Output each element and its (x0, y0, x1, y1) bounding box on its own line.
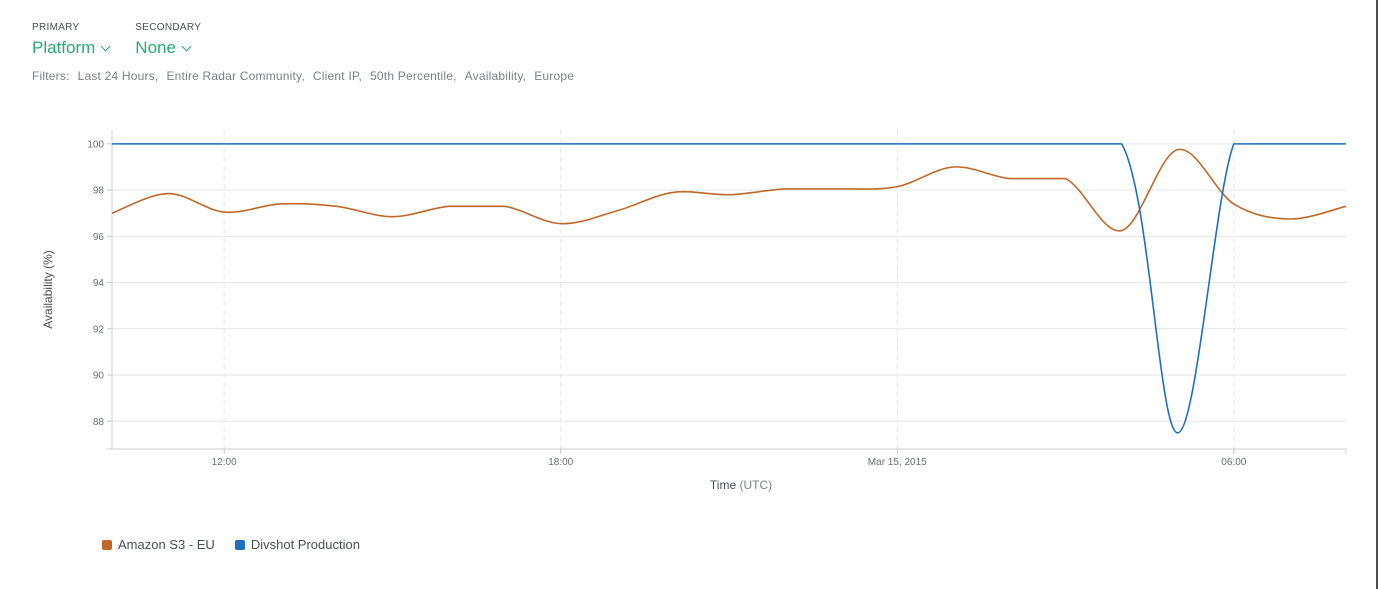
legend-swatch (102, 539, 112, 550)
legend-label: Amazon S3 - EU (118, 537, 215, 552)
filter-item[interactable]: Entire Radar Community (166, 69, 304, 83)
primary-caption: PRIMARY (32, 22, 80, 33)
availability-chart: 88 90 92 94 96 98 100 12:00 18:00 Mar 15, 2015 06:… (41, 130, 1347, 492)
y-tick-label: 88 (93, 417, 105, 428)
legend-swatch (234, 539, 245, 550)
filters-label: Filters: (32, 69, 70, 83)
legend-item-divshot-production[interactable]: Divshot Production (234, 537, 360, 552)
y-tick-label: 98 (93, 186, 105, 197)
secondary-selector: SECONDARY None (135, 22, 201, 58)
chart-legend: Amazon S3 - EU Divshot Production (102, 537, 360, 552)
x-axis-title: Time (UTC) (710, 478, 772, 492)
series-line-divshot-production (112, 143, 1346, 434)
y-tick-label: 94 (93, 278, 105, 289)
series-line-amazon-s3-eu (111, 148, 1347, 232)
window-edge (1376, 0, 1378, 589)
y-tick-label: 100 (87, 139, 104, 150)
filter-item[interactable]: Europe (534, 69, 575, 83)
filter-item[interactable]: 50th Percentile (370, 69, 457, 83)
y-tick-label: 92 (93, 324, 105, 335)
y-tick-label: 90 (93, 371, 105, 382)
x-tick-label: 12:00 (212, 457, 237, 468)
filters-bar: Filters: Last 24 Hours Entire Radar Comm… (32, 69, 574, 83)
y-tick-label: 96 (93, 232, 105, 243)
dimension-selectors: PRIMARY Platform SECONDARY None (32, 22, 201, 58)
primary-value: Platform (32, 38, 96, 57)
primary-selector: PRIMARY Platform (32, 22, 111, 58)
x-tick-label: Mar 15, 2015 (868, 457, 927, 468)
x-tick-label: 06:00 (1221, 457, 1246, 468)
secondary-value: None (135, 38, 176, 57)
y-axis-title: Availability (%) (41, 250, 55, 328)
filter-item[interactable]: Last 24 Hours (78, 69, 159, 83)
primary-dropdown[interactable]: Platform (32, 38, 111, 58)
filter-item[interactable]: Client IP (313, 69, 362, 83)
x-tick-label: 18:00 (548, 457, 573, 468)
legend-label: Divshot Production (250, 537, 360, 552)
secondary-dropdown[interactable]: None (135, 38, 201, 58)
filter-item[interactable]: Availability (465, 69, 527, 83)
legend-item-amazon-s3-eu[interactable]: Amazon S3 - EU (102, 537, 215, 552)
secondary-caption: SECONDARY (135, 22, 202, 33)
